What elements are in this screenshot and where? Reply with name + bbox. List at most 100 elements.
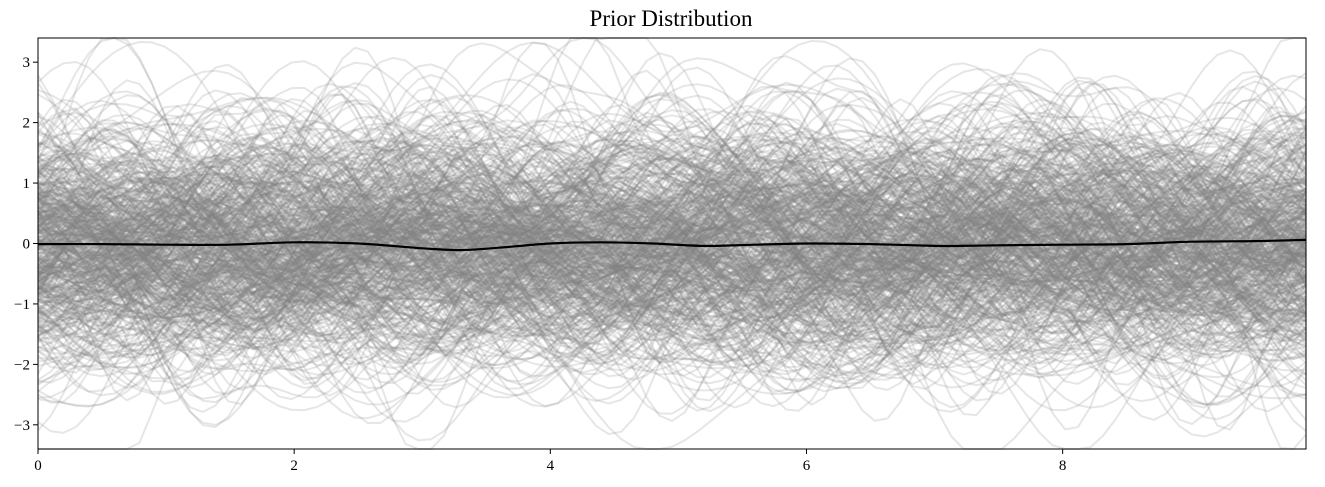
sample-line bbox=[37, 108, 1307, 331]
sample-line bbox=[37, 215, 1307, 359]
sample-line bbox=[37, 66, 1307, 420]
sample-line bbox=[37, 148, 1307, 327]
x-tick-label: 8 bbox=[1059, 458, 1067, 474]
sample-line bbox=[37, 104, 1307, 421]
sample-line bbox=[37, 118, 1307, 357]
sample-line bbox=[37, 82, 1307, 370]
sample-line bbox=[37, 115, 1307, 336]
sample-line bbox=[37, 172, 1307, 337]
sample-line bbox=[37, 136, 1307, 350]
sample-line bbox=[37, 120, 1307, 294]
sample-line bbox=[37, 69, 1307, 307]
sample-line bbox=[37, 135, 1307, 357]
sample-line bbox=[37, 140, 1307, 359]
sample-line bbox=[37, 138, 1307, 283]
sample-line bbox=[37, 144, 1307, 366]
sample-line bbox=[37, 137, 1307, 338]
sample-line bbox=[37, 148, 1307, 338]
sample-line bbox=[37, 151, 1307, 335]
sample-line bbox=[37, 116, 1307, 383]
sample-line bbox=[37, 114, 1307, 360]
sample-lines bbox=[37, 37, 1307, 450]
sample-line bbox=[37, 107, 1307, 412]
sample-line bbox=[37, 134, 1307, 368]
sample-line bbox=[37, 83, 1307, 331]
sample-line bbox=[37, 121, 1307, 328]
sample-line bbox=[37, 111, 1307, 383]
sample-line bbox=[37, 129, 1307, 334]
sample-line bbox=[37, 158, 1307, 341]
sample-line bbox=[37, 136, 1307, 359]
sample-line bbox=[37, 137, 1307, 332]
sample-line bbox=[37, 135, 1307, 329]
sample-line bbox=[37, 68, 1307, 309]
sample-line bbox=[37, 126, 1307, 339]
sample-line bbox=[37, 172, 1307, 361]
sample-line bbox=[37, 113, 1306, 421]
sample-line bbox=[37, 125, 1307, 361]
sample-line bbox=[37, 176, 1307, 390]
sample-line bbox=[37, 82, 1307, 389]
sample-line bbox=[37, 145, 1307, 356]
sample-line bbox=[37, 170, 1307, 335]
sample-line bbox=[37, 112, 1307, 380]
sample-line bbox=[37, 73, 1307, 368]
sample-line bbox=[37, 126, 1307, 406]
sample-line bbox=[37, 94, 1307, 361]
sample-line bbox=[37, 104, 1307, 385]
sample-line bbox=[37, 133, 1307, 305]
y-tick-label: 1 bbox=[23, 176, 31, 192]
x-tick-label: 2 bbox=[290, 458, 298, 474]
sample-line bbox=[37, 197, 1307, 331]
chart-title: Prior Distribution bbox=[590, 6, 753, 31]
sample-line bbox=[37, 142, 1307, 338]
sample-line bbox=[37, 153, 1307, 381]
sample-line bbox=[37, 223, 1307, 355]
sample-line bbox=[37, 141, 1307, 373]
sample-line bbox=[37, 73, 1307, 390]
sample-line bbox=[37, 109, 1307, 346]
sample-line bbox=[37, 91, 1307, 294]
sample-line bbox=[37, 157, 1307, 318]
sample-line bbox=[37, 176, 1307, 400]
sample-line bbox=[37, 171, 1307, 336]
sample-line bbox=[37, 196, 1307, 376]
sample-line bbox=[37, 121, 1307, 346]
sample-line bbox=[37, 98, 1307, 422]
sample-line bbox=[37, 180, 1307, 383]
sample-line bbox=[37, 91, 1307, 356]
sample-line bbox=[37, 108, 1307, 343]
sample-line bbox=[37, 147, 1307, 362]
sample-line bbox=[37, 130, 1307, 330]
sample-line bbox=[37, 161, 1307, 351]
sample-line bbox=[37, 180, 1307, 397]
sample-line bbox=[37, 115, 1307, 320]
sample-line bbox=[37, 130, 1307, 340]
sample-line bbox=[37, 129, 1307, 319]
sample-line bbox=[37, 163, 1307, 373]
sample-line bbox=[37, 74, 1307, 320]
sample-line bbox=[37, 142, 1307, 313]
sample-line bbox=[37, 177, 1307, 336]
sample-line bbox=[37, 137, 1307, 375]
sample-line bbox=[37, 98, 1307, 381]
sample-line bbox=[37, 141, 1307, 300]
sample-line bbox=[37, 215, 1307, 359]
sample-line bbox=[37, 152, 1306, 371]
sample-line bbox=[37, 196, 1307, 405]
sample-line bbox=[37, 121, 1307, 377]
sample-line bbox=[37, 143, 1307, 305]
sample-line bbox=[37, 180, 1307, 332]
sample-line bbox=[37, 159, 1307, 356]
sample-line bbox=[37, 74, 1307, 350]
sample-line bbox=[37, 154, 1307, 347]
sample-line bbox=[37, 109, 1307, 315]
sample-line bbox=[37, 70, 1307, 332]
sample-line bbox=[37, 132, 1307, 304]
sample-line bbox=[37, 139, 1307, 359]
sample-line bbox=[37, 154, 1307, 450]
sample-line bbox=[37, 185, 1307, 325]
sample-line bbox=[37, 117, 1307, 385]
sample-line bbox=[37, 184, 1307, 362]
